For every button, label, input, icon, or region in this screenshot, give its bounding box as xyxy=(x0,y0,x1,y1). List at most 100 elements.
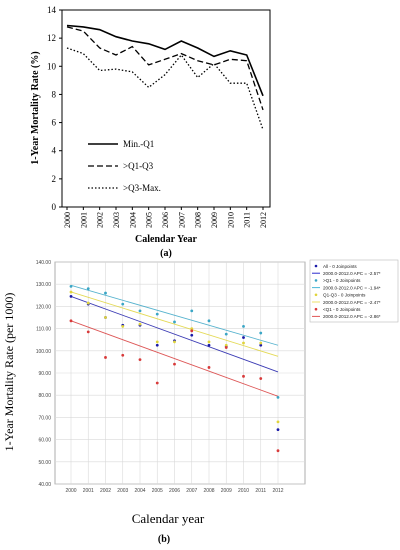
panel-a-x-tick-label: 2011 xyxy=(243,212,252,228)
panel-a: 0 2 4 6 8 10 12 14 2000 2001 2002 2003 2004 2005 2006… xyxy=(30,5,271,259)
panel-b-point-2 xyxy=(190,309,194,313)
panel-b-y-tick-label: 110.00 xyxy=(36,327,51,333)
panel-b-x-axis: 2000 2001 2002 2003 2004 2005 2006 2007 2008 2009… xyxy=(65,488,283,494)
panel-b-x-tick-label: 2009 xyxy=(221,488,232,494)
panel-b-x-tick-label: 2010 xyxy=(238,488,249,494)
panel-b-point-1 xyxy=(190,333,194,337)
panel-b-point-3 xyxy=(69,290,73,294)
panel-a-y-tick-label: 14 xyxy=(47,5,57,15)
panel-b-point-3 xyxy=(259,341,263,345)
panel-a-x-tick-label: 2010 xyxy=(226,212,235,228)
panel-a-x-tick-label: 2007 xyxy=(177,212,186,228)
panel-a-legend-label-2: >Q1-Q3 xyxy=(123,161,154,171)
panel-b-point-2 xyxy=(173,320,176,324)
panel-a-y-tick-label: 10 xyxy=(47,61,57,71)
panel-a-x-tick-label: 2002 xyxy=(96,212,105,228)
panel-a-x-tick-label: 2005 xyxy=(145,212,154,228)
panel-b-y-axis: 40.00 50.00 60.00 70.00 80.00 90.00 100.00 110.… xyxy=(36,260,52,488)
panel-a-x-tick-label: 2003 xyxy=(112,212,121,228)
panel-a-plot-frame xyxy=(61,9,271,208)
panel-a-series xyxy=(66,24,264,130)
panel-b-legend: All - 0 Joinpoints 2000.0-2012.0 APC = -2… xyxy=(309,259,399,323)
panel-b-point-2 xyxy=(121,302,125,306)
panel-b-legend-label-3: >Q1 - 0 Joinpoints xyxy=(323,278,361,283)
panel-b-point-4 xyxy=(173,362,176,366)
panel-b-point-1 xyxy=(242,336,245,339)
panel-a-x-tick-label: 2009 xyxy=(210,212,219,228)
panel-b-point-3 xyxy=(86,301,90,305)
panel-b-point-3 xyxy=(138,322,142,326)
panel-b-y-tick-label: 70.00 xyxy=(38,415,51,421)
panel-b-point-2 xyxy=(69,285,73,288)
panel-b: 40.00 50.00 60.00 70.00 80.00 90.00 100.00 110.… xyxy=(2,259,399,545)
panel-b-y-axis-label: 1-Year Mortality Rate (per 1000) xyxy=(2,293,16,452)
panel-b-y-tick-label: 60.00 xyxy=(38,438,51,444)
panel-b-point-2 xyxy=(86,287,90,291)
panel-a-y-tick-label: 0 xyxy=(52,202,57,212)
panel-b-point-2 xyxy=(104,291,107,295)
panel-b-point-4 xyxy=(138,358,142,362)
panel-b-fit-line-1 xyxy=(70,295,279,373)
panel-b-y-tick-label: 140.00 xyxy=(36,260,52,266)
panel-b-x-tick-label: 2006 xyxy=(169,488,180,494)
panel-b-point-4 xyxy=(155,381,159,385)
panel-a-x-tick-label: 2004 xyxy=(128,212,137,228)
panel-b-legend-marker-1 xyxy=(314,264,318,268)
panel-a-series-line-2 xyxy=(66,26,264,111)
panel-a-y-tick-label: 6 xyxy=(52,118,57,128)
panel-b-point-4 xyxy=(259,377,263,380)
panel-b-point-3 xyxy=(173,340,176,344)
panel-b-point-3 xyxy=(276,420,280,424)
panel-b-x-tick-label: 2000 xyxy=(65,488,76,494)
panel-b-point-1 xyxy=(69,295,73,298)
panel-b-point-4 xyxy=(224,346,228,349)
panel-b-x-tick-label: 2011 xyxy=(255,488,266,494)
panel-b-point-3 xyxy=(242,341,245,345)
panel-a-x-tick-label: 2008 xyxy=(194,212,203,228)
panel-a-series-line-1 xyxy=(66,24,264,97)
panel-a-y-tick-label: 4 xyxy=(52,146,57,156)
panel-b-point-4 xyxy=(86,330,90,334)
panel-b-legend-label-6: 2000.0-2012.0 APC = -2.47* xyxy=(323,300,381,305)
panel-b-point-1 xyxy=(276,428,280,432)
panel-b-point-2 xyxy=(224,332,228,336)
panel-b-legend-label-7: <Q1 - 0 Joinpoints xyxy=(323,307,361,312)
panel-b-point-1 xyxy=(259,343,263,347)
panel-b-legend-label-1: All - 0 Joinpoints xyxy=(323,264,357,269)
panel-a-legend: Min.-Q1 >Q1-Q3 >Q3-Max. xyxy=(88,139,161,193)
panel-b-point-3 xyxy=(190,327,194,330)
panel-a-label: (a) xyxy=(160,248,172,259)
panel-b-points xyxy=(69,285,280,453)
panel-b-fit-line-3 xyxy=(70,291,279,357)
panel-b-fit-lines xyxy=(70,284,279,397)
panel-b-y-tick-label: 90.00 xyxy=(38,371,51,377)
panel-b-point-4 xyxy=(242,374,245,378)
panel-b-grid xyxy=(55,261,305,485)
panel-b-legend-label-2: 2000.0-2012.0 APC = -2.57* xyxy=(323,271,381,276)
panel-b-point-3 xyxy=(121,324,125,328)
panel-b-fit-line-2 xyxy=(70,284,279,346)
panel-b-x-tick-label: 2007 xyxy=(186,488,197,494)
panel-b-legend-marker-7 xyxy=(314,307,318,311)
panel-b-label: (b) xyxy=(158,534,170,545)
panel-b-y-tick-label: 50.00 xyxy=(38,460,51,466)
panel-b-y-tick-label: 40.00 xyxy=(38,482,51,488)
panel-a-x-tick-label: 2012 xyxy=(259,212,268,228)
panel-a-x-tick-label: 2000 xyxy=(63,212,72,228)
panel-b-x-tick-label: 2002 xyxy=(100,488,111,494)
panel-a-series-line-3 xyxy=(66,47,264,130)
panel-a-y-axis-label: 1-Year Mortality Rate (%) xyxy=(30,51,41,164)
panel-b-x-tick-label: 2003 xyxy=(117,488,128,494)
panel-b-y-tick-label: 100.00 xyxy=(36,349,52,355)
panel-b-fit-line-4 xyxy=(70,320,279,397)
panel-b-point-4 xyxy=(207,366,211,369)
panel-b-point-2 xyxy=(276,396,280,399)
panel-a-y-tick-label: 8 xyxy=(52,89,57,99)
panel-b-point-4 xyxy=(121,353,125,357)
panel-b-legend-label-8: 2000.0-2012.0 APC = -2.86* xyxy=(323,314,381,319)
panel-b-y-tick-label: 120.00 xyxy=(36,304,52,310)
panel-b-point-3 xyxy=(207,340,211,344)
panel-b-point-1 xyxy=(155,343,159,347)
panel-b-x-tick-label: 2004 xyxy=(134,488,145,494)
